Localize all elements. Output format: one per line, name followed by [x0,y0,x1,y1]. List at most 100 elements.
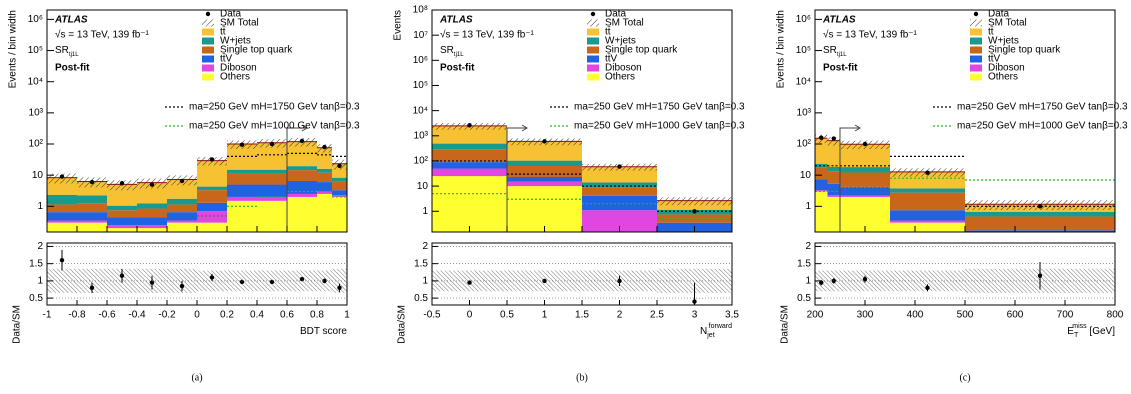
stack-segment [287,170,317,181]
main-plot [432,122,732,232]
legend-swatch [202,55,214,63]
y-tick-label: 10² [29,139,44,150]
stack-segment [965,216,1115,231]
x-tick-label: 500 [957,310,974,321]
data-point [542,139,547,144]
stack-segment [317,172,332,183]
stack-segment [197,222,227,232]
region-sub: tj1L [454,52,464,58]
stack-segment [317,193,332,232]
stack-segment [227,169,257,174]
x-tick-label: 700 [1057,310,1074,321]
stack-segment [840,186,890,196]
legend-label: W+jets [988,36,1019,47]
ratio-y-tick-label: 0.5 [797,293,811,304]
legend-label: tt̄V [988,52,1001,64]
stack-segment [582,187,657,196]
stack-segment [107,210,137,218]
stack-segment [332,190,347,196]
legend-label: ma=250 GeV mH=1750 GeV tanβ=0.3 [189,102,360,113]
legend-label: Single top quark [605,45,678,56]
y-tick-label: 10³ [29,107,44,118]
y-axis-label: Events / bin width [8,10,19,88]
x-tick-label: 0.6 [280,310,294,321]
stage-label: Post-fit [55,63,90,74]
ratio-point [209,275,215,280]
main-plot [815,134,1115,232]
data-point [617,164,622,169]
x-axis-label: ETmiss [GeV] [1067,323,1115,339]
stack-segment [167,198,197,205]
legend-swatch [587,73,599,81]
stack-segment [287,180,317,194]
y-tick-label: 10⁴ [796,76,811,87]
y-tick-label: 1 [422,206,428,217]
stack-segment [332,195,347,197]
stack-segment [582,166,657,183]
x-tick-label: 3.5 [725,310,739,321]
y-tick-label: 10³ [414,130,429,141]
panel: 0.5 1 1.5 2 1 10 10² 10³ 10⁴ 10⁵ 10⁶ 10⁷ 10⁸ -0.5 0 0.5… [393,5,745,384]
stack-segment [827,166,840,172]
stack-segment [317,182,332,192]
x-tick-label: 2.5 [650,310,664,321]
legend-label: W+jets [605,36,636,47]
stack-segment [107,217,137,226]
stack-segment [77,220,107,223]
x-axis-label-part: T [1074,332,1079,339]
data-point [149,182,155,187]
ratio-y-tick-label: 1.5 [797,258,811,269]
stack-segment [507,160,582,167]
experiment-label: ATLAS [822,15,856,26]
x-axis-label-part: [GeV] [1087,326,1116,337]
legend-swatch [970,55,982,63]
ratio-point [59,258,65,263]
stack-segment [332,181,347,191]
stack-segment [257,173,287,185]
x-axis-label-part: N [700,326,707,337]
energy-label: √s = 13 TeV, 139 fb⁻¹ [823,29,918,41]
legend-label: ma=250 GeV mH=1000 GeV tanβ=0.3 [189,121,360,132]
ratio-point [322,278,327,284]
stack-segment [582,182,657,188]
x-axis-label-part: jet [706,332,714,339]
y-axis-label: Events / bin width [776,10,787,88]
caption: (c) [959,372,970,383]
data-point [467,123,472,128]
data-point [692,209,697,214]
y-tick-label: 10⁷ [413,30,428,41]
stack-segment [432,176,507,232]
stack-segment [137,225,167,229]
stack-segment [840,167,890,173]
stack-segment [257,196,287,201]
x-tick-label: 400 [907,310,924,321]
data-point [337,163,342,168]
region-sub: tj1L [837,52,847,58]
cut-arrow [286,124,308,232]
stack-segment [287,166,317,171]
y-axis-label: Events [393,10,404,41]
y-tick-label: 10⁶ [796,14,811,25]
legend-swatch [970,73,982,81]
legend-swatch [587,19,599,27]
ratio-y-tick-label: 2 [37,241,43,252]
stack-segment [332,196,347,232]
x-tick-label: 0.4 [250,310,264,321]
ratio-point [299,276,305,282]
y-tick-label: 10⁴ [413,105,428,116]
ratio-y-tick-label: 1 [37,276,43,287]
legend-label: ma=250 GeV mH=1000 GeV tanβ=0.3 [957,121,1128,132]
stack-segment [197,202,227,212]
data-point [179,178,185,184]
stack-segment [107,225,137,229]
experiment-label: ATLAS [54,15,88,26]
y-tick-label: 10⁶ [28,14,43,25]
x-tick-label: 0.2 [220,310,234,321]
stack-segment [582,210,657,232]
main-plot [47,138,347,232]
legend-label: tt̄ [988,25,994,37]
legend-swatch [970,28,982,36]
legend-label: SM Total [220,18,259,29]
ratio-y-tick-label: 1 [422,276,428,287]
region: SR [440,45,454,56]
